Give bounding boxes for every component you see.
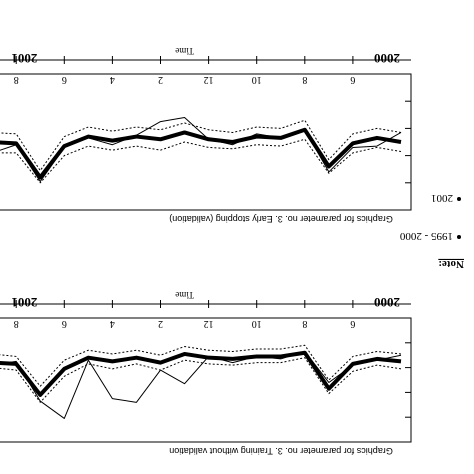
chart-training-without-validation: 6810122468101220002001TimeGraphics for p… — [0, 290, 412, 456]
year-label-2000: 2000 — [374, 51, 400, 66]
plot-frame — [0, 73, 412, 211]
time-tick-label: 8 — [14, 74, 19, 85]
chart-title: Graphics for parameter no. 3. Early stop… — [169, 214, 393, 224]
chart-title: Graphics for parameter no. 3. Training w… — [169, 446, 393, 456]
series-line-thick-0 — [0, 350, 402, 397]
legend-marker-1 — [457, 235, 461, 239]
year-label-2000: 2000 — [374, 295, 400, 310]
axis-label-time: Time — [175, 290, 194, 300]
series-line-thick-0 — [0, 127, 402, 180]
time-tick-label: 4 — [110, 74, 115, 85]
time-tick-label: 6 — [62, 318, 67, 329]
legend: Note: 1995 - 2000 2001 — [399, 192, 464, 270]
time-tick-label: 12 — [204, 74, 214, 85]
time-tick-label: 8 — [302, 74, 307, 85]
year-label-2001: 2001 — [11, 295, 37, 310]
plot-frame — [0, 317, 412, 443]
series-line-thin-1 — [0, 117, 402, 182]
chart-early-stopping: 6810122468101220002001TimeGraphics for p… — [0, 46, 412, 224]
year-label-2001: 2001 — [11, 51, 37, 66]
time-tick-label: 10 — [252, 318, 262, 329]
series-line-dotted-2 — [0, 357, 402, 403]
time-tick-label: 4 — [110, 318, 115, 329]
time-tick-label: 6 — [350, 318, 355, 329]
time-tick-label: 2 — [158, 318, 163, 329]
series-line-dotted-2 — [0, 138, 402, 184]
series-line-dotted-3 — [0, 344, 402, 387]
series-line-thin-1 — [0, 350, 402, 419]
time-tick-label: 8 — [14, 318, 19, 329]
time-tick-label: 10 — [252, 74, 262, 85]
legend-item-1: 1995 - 2000 — [399, 230, 453, 242]
legend-item-2: 2001 — [431, 192, 453, 204]
time-tick-label: 6 — [350, 74, 355, 85]
time-tick-label: 2 — [158, 74, 163, 85]
axis-label-time: Time — [175, 46, 194, 56]
legend-marker-2 — [457, 197, 461, 201]
time-tick-label: 8 — [302, 318, 307, 329]
time-tick-label: 6 — [62, 74, 67, 85]
time-tick-label: 12 — [204, 318, 214, 329]
legend-heading: Note: — [438, 258, 464, 270]
